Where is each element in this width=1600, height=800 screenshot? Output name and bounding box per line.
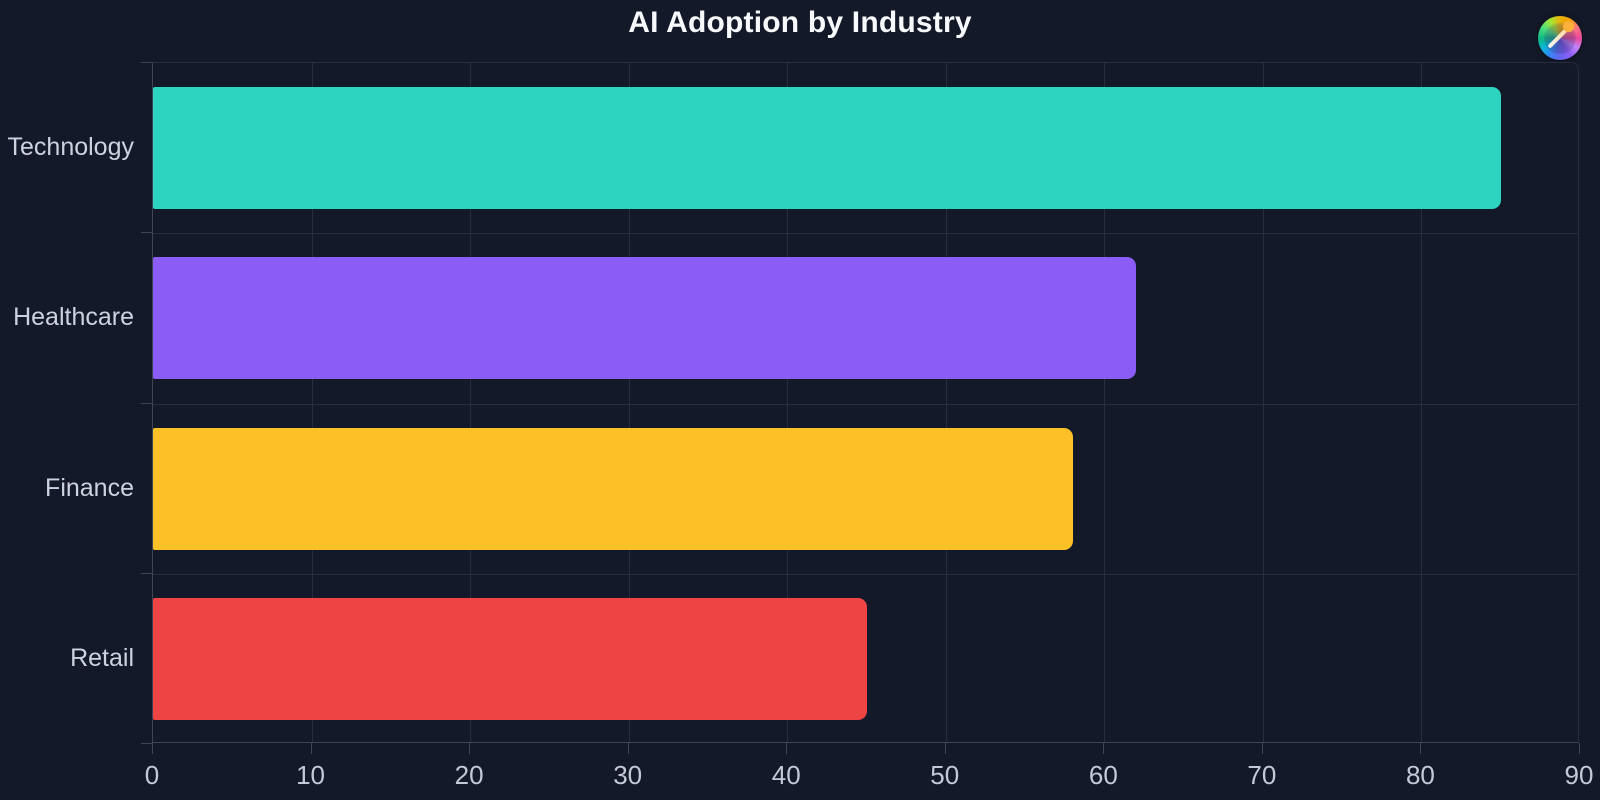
x-axis-tick	[310, 743, 312, 754]
y-category-label: Finance	[45, 473, 134, 502]
x-tick-label: 10	[296, 760, 326, 790]
x-axis-tick	[627, 743, 629, 754]
vertical-gridline	[1421, 63, 1423, 742]
vertical-gridline	[945, 63, 947, 742]
x-axis-tick	[1103, 743, 1105, 754]
x-tick-label: 80	[1405, 760, 1435, 790]
y-axis-tick	[141, 232, 152, 234]
x-axis-tick	[1420, 743, 1422, 754]
x-axis-tick	[152, 743, 153, 754]
x-tick-label: 70	[1247, 760, 1277, 790]
x-tick-label: 30	[613, 760, 643, 790]
x-axis-tick	[1261, 743, 1263, 754]
horizontal-gridline	[153, 573, 1578, 575]
vertical-gridline	[311, 63, 313, 742]
x-tick-label: 90	[1564, 760, 1594, 790]
vertical-gridline	[1104, 63, 1106, 742]
horizontal-gridline	[153, 403, 1578, 405]
bar-retail[interactable]	[153, 597, 867, 720]
y-axis-tick	[141, 743, 152, 744]
x-tick-label: 40	[771, 760, 801, 790]
chart-title: AI Adoption by Industry	[628, 6, 972, 39]
x-tick-label: 60	[1088, 760, 1118, 790]
y-category-label: Retail	[70, 643, 134, 672]
plot-area	[152, 62, 1579, 743]
x-axis-tick	[1579, 743, 1580, 754]
vertical-gridline	[1262, 63, 1264, 742]
y-axis-tick	[141, 62, 152, 63]
x-tick-label: 0	[144, 760, 160, 790]
x-axis-tick	[786, 743, 788, 754]
brand-logo-icon[interactable]	[1538, 16, 1582, 60]
vertical-gridline	[470, 63, 472, 742]
bar-healthcare[interactable]	[153, 257, 1137, 380]
y-axis-tick	[141, 572, 152, 574]
y-category-label: Healthcare	[13, 303, 134, 332]
logo-needle-dot	[1563, 21, 1574, 32]
y-axis-tick	[141, 402, 152, 404]
vertical-gridline	[628, 63, 630, 742]
x-tick-label: 50	[930, 760, 960, 790]
bar-finance[interactable]	[153, 427, 1073, 550]
x-axis-tick	[469, 743, 471, 754]
x-tick-label: 20	[454, 760, 484, 790]
horizontal-gridline	[153, 233, 1578, 235]
y-category-label: Technology	[7, 133, 134, 161]
vertical-gridline	[787, 63, 789, 742]
x-axis-tick	[944, 743, 946, 754]
bar-technology[interactable]	[153, 87, 1501, 210]
